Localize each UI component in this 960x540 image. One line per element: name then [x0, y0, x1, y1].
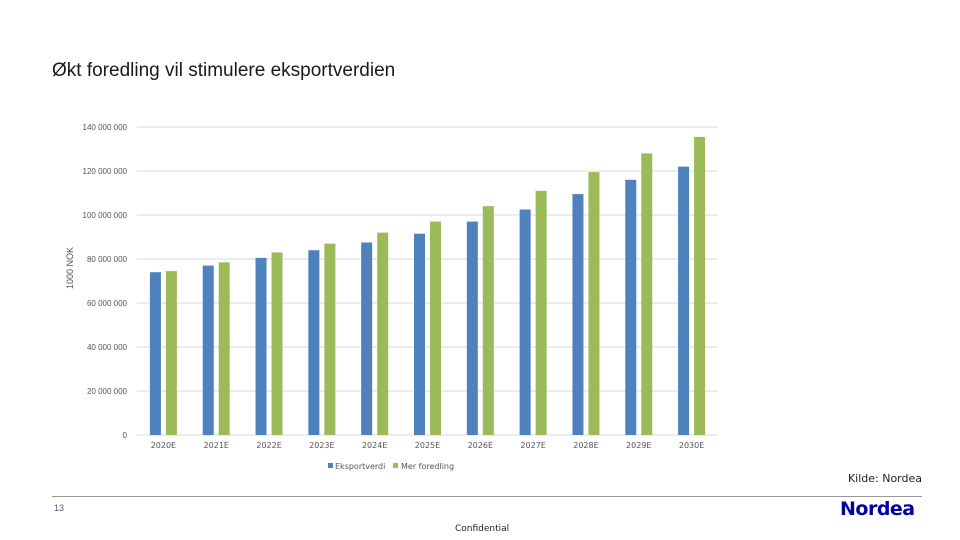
bar-mer-foredling-2029e	[641, 153, 653, 435]
confidential-label: Confidential	[455, 524, 510, 534]
bar-mer-foredling-2023e	[324, 243, 336, 435]
bar-eksportverdi-2020e	[149, 272, 161, 435]
source-note: Kilde: Nordea	[847, 472, 922, 485]
bar-mer-foredling-2028e	[588, 172, 600, 435]
y-tick-label: 0	[123, 431, 128, 440]
y-tick-label: 20 000 000	[87, 387, 128, 396]
x-tick-label: 2021E	[204, 441, 229, 450]
y-tick-label: 120 000 000	[83, 167, 128, 176]
bar-eksportverdi-2024e	[361, 242, 373, 435]
x-tick-label: 2026E	[468, 441, 493, 450]
x-tick-label: 2025E	[415, 441, 440, 450]
bar-mer-foredling-2026e	[482, 206, 494, 435]
bar-eksportverdi-2027e	[519, 209, 531, 435]
slide-title: Økt foredling vil stimulere eksportverdi…	[52, 60, 396, 81]
legend-label-eksportverdi: Eksportverdi	[335, 462, 385, 471]
bar-chart: 0 20 000 000 40 000 000 60 000 000 80 000 00…	[65, 123, 718, 471]
gridlines	[137, 126, 718, 436]
bar-mer-foredling-2020e	[165, 271, 177, 435]
x-tick-label: 2028E	[573, 441, 598, 450]
bar-mer-foredling-2024e	[377, 232, 389, 435]
bar-mer-foredling-2021e	[218, 262, 230, 435]
bar-eksportverdi-2029e	[625, 179, 637, 435]
bar-mer-foredling-2025e	[430, 221, 441, 435]
bar-eksportverdi-2026e	[466, 221, 478, 435]
bar-mer-foredling-2027e	[535, 190, 547, 435]
page-number: 13	[54, 503, 65, 513]
legend-swatch-eksportverdi	[328, 463, 333, 468]
bars	[149, 136, 706, 435]
y-tick-label: 80 000 000	[87, 255, 128, 264]
legend: Eksportverdi Mer foredling	[328, 462, 454, 471]
x-tick-label: 2022E	[256, 441, 281, 450]
footer-divider	[52, 496, 922, 497]
legend-label-mer-foredling: Mer foredling	[401, 462, 454, 471]
y-tick-label: 100 000 000	[83, 211, 128, 220]
bar-eksportverdi-2025e	[414, 233, 425, 435]
x-tick-label: 2024E	[362, 441, 387, 450]
x-tick-label: 2030E	[679, 441, 704, 450]
x-tick-label: 2020E	[151, 441, 176, 450]
bar-mer-foredling-2030e	[694, 136, 706, 435]
x-axis-ticks: 2020E 2021E 2022E 2023E 2024E 2025E 2026E 2027E…	[151, 441, 705, 450]
nordea-logo: Nordea	[840, 498, 915, 520]
x-tick-label: 2029E	[626, 441, 651, 450]
y-axis-ticks: 0 20 000 000 40 000 000 60 000 000 80 000 00…	[83, 123, 128, 440]
bar-mer-foredling-2022e	[271, 252, 283, 435]
legend-swatch-mer-foredling	[393, 463, 398, 468]
y-tick-label: 40 000 000	[87, 343, 128, 352]
bar-eksportverdi-2028e	[572, 194, 584, 435]
bar-eksportverdi-2022e	[255, 257, 267, 435]
bar-eksportverdi-2030e	[678, 166, 690, 435]
x-tick-label: 2023E	[309, 441, 334, 450]
x-tick-label: 2027E	[520, 441, 545, 450]
y-tick-label: 60 000 000	[87, 299, 128, 308]
bar-eksportverdi-2023e	[308, 250, 320, 435]
y-tick-label: 140 000 000	[83, 123, 128, 132]
bar-eksportverdi-2021e	[202, 265, 214, 435]
y-axis-label: 1000 NOK	[65, 247, 75, 289]
